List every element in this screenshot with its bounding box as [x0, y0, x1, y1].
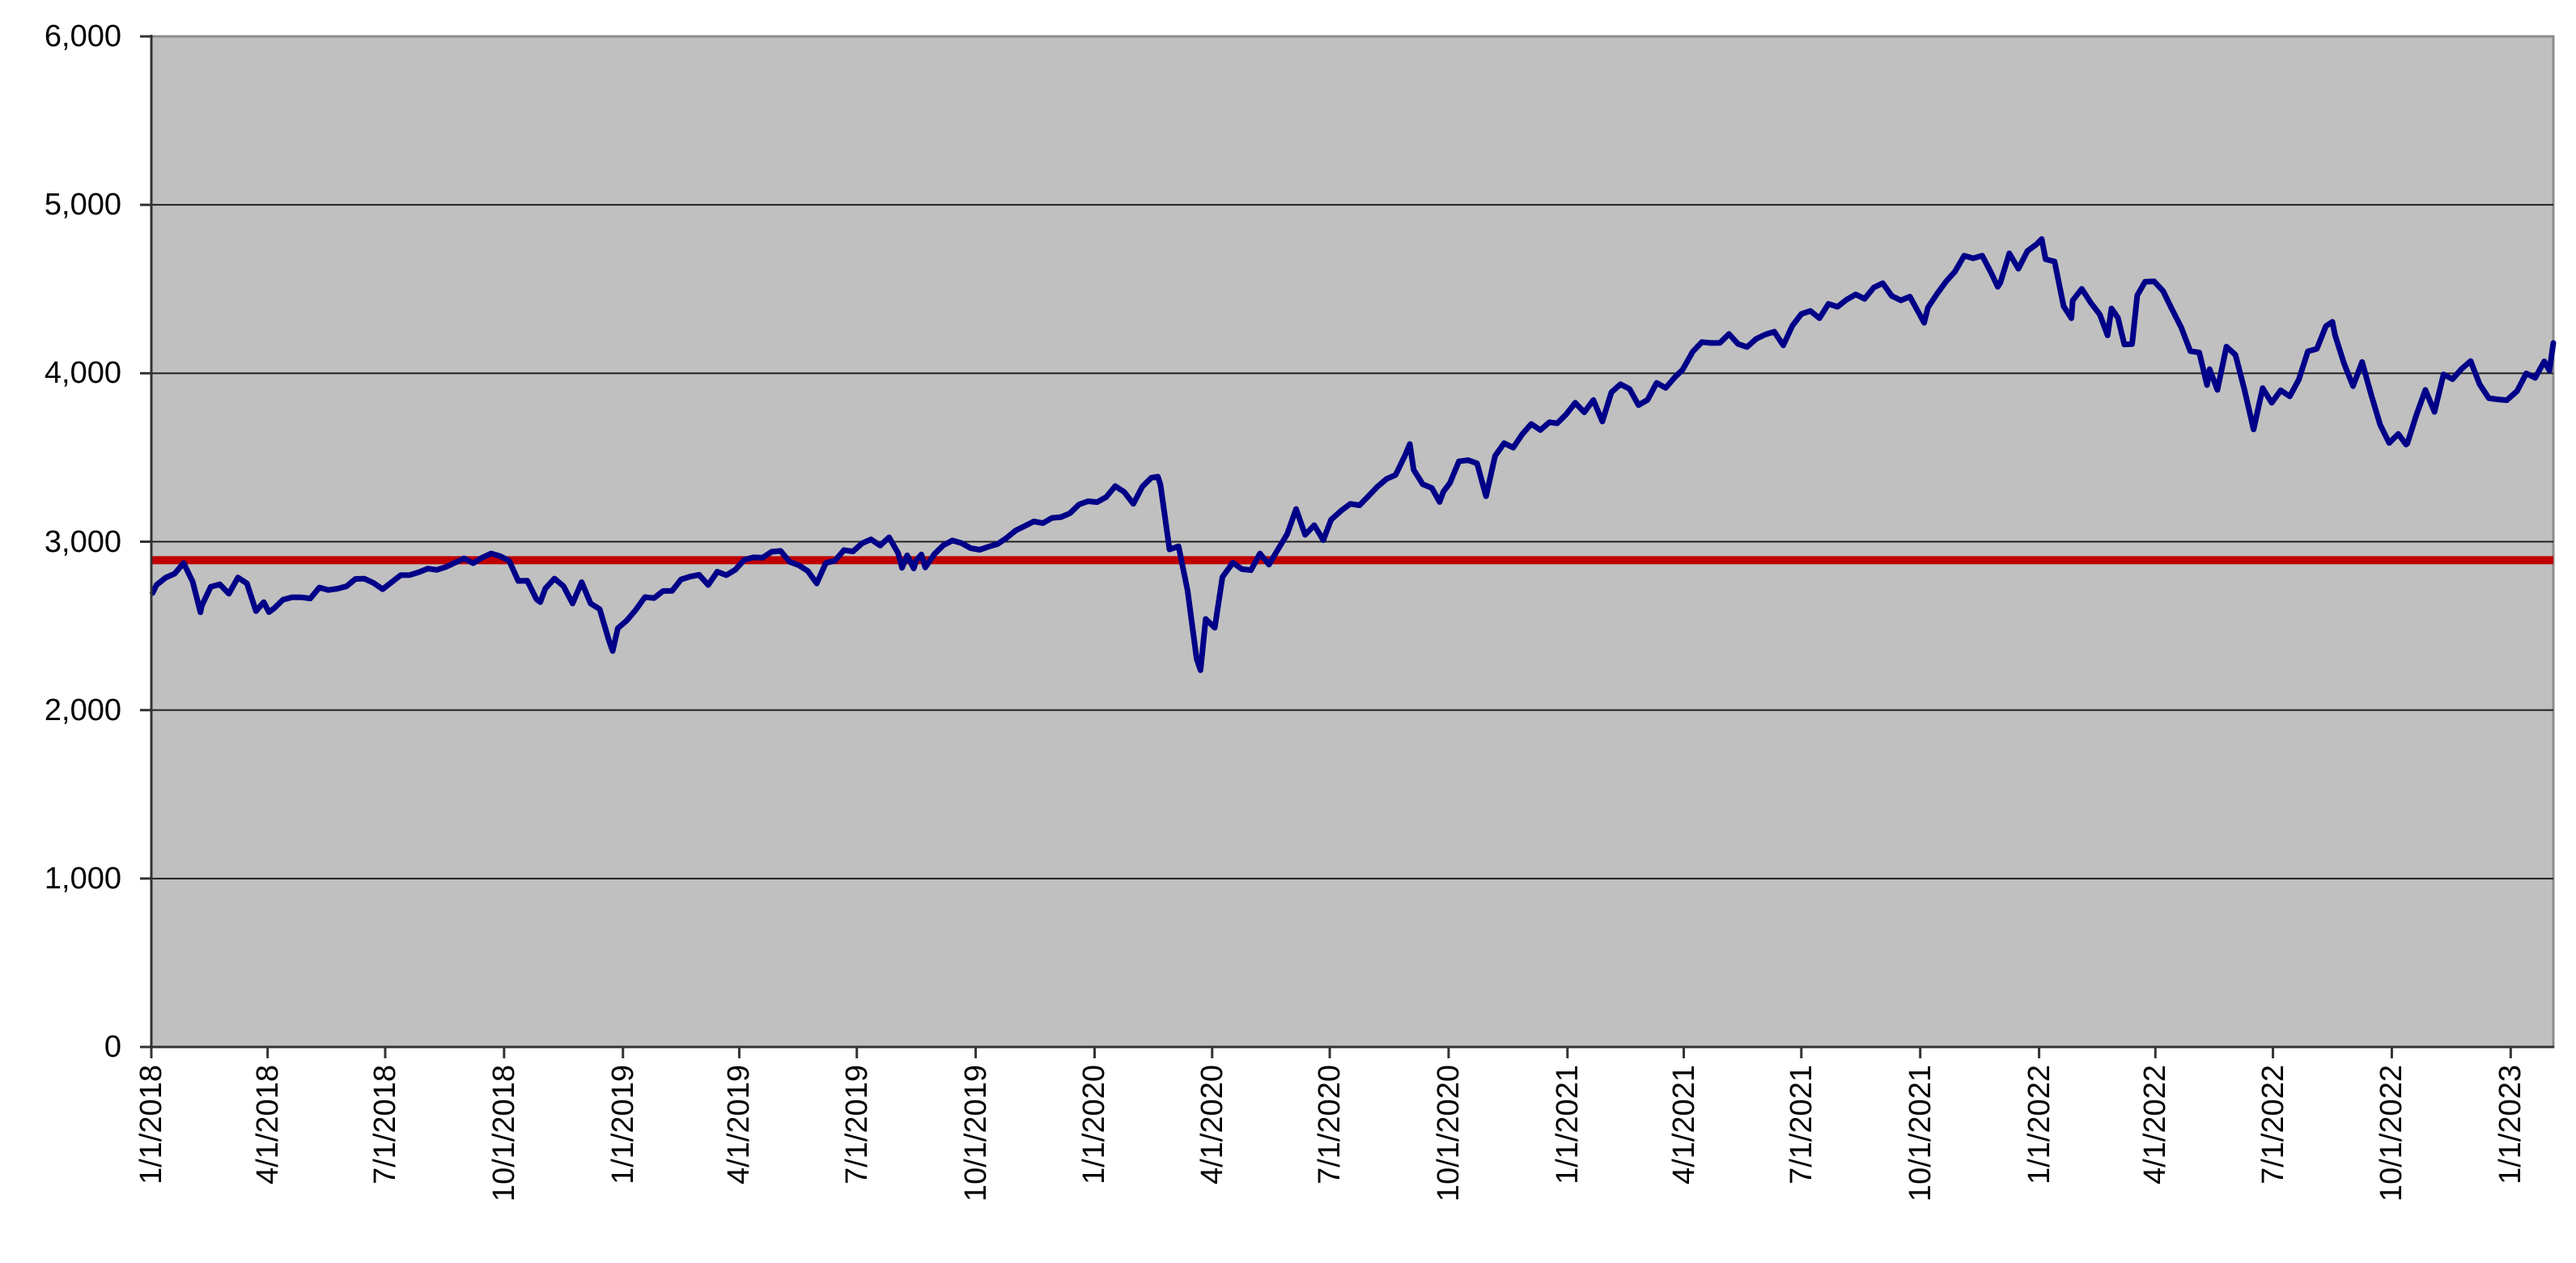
x-axis-label: 10/1/2020	[1431, 1065, 1466, 1202]
x-axis-label: 1/1/2020	[1077, 1065, 1112, 1185]
gridlines	[151, 204, 2553, 879]
y-axis-label: 2,000	[44, 693, 121, 727]
x-axis-label: 7/1/2021	[1784, 1065, 1818, 1185]
y-axis-label: 0	[104, 1030, 121, 1064]
x-axis-label: 1/1/2021	[1550, 1065, 1585, 1185]
x-axis-label: 1/1/2019	[605, 1065, 640, 1185]
x-axis-label: 1/1/2018	[134, 1065, 168, 1185]
x-axis-label: 4/1/2020	[1195, 1065, 1229, 1185]
y-axis-label: 6,000	[44, 19, 121, 53]
x-axis-label: 4/1/2018	[250, 1065, 285, 1185]
x-axis-label: 4/1/2022	[2138, 1065, 2173, 1185]
x-axis-label: 7/1/2022	[2256, 1065, 2290, 1185]
y-axis-label: 5,000	[44, 188, 121, 223]
x-axis-label: 4/1/2019	[722, 1065, 757, 1185]
price-line-series	[150, 235, 2557, 673]
x-axis-label: 7/1/2019	[839, 1065, 874, 1185]
x-axis-label: 1/1/2022	[2022, 1065, 2056, 1185]
x-axis-label: 10/1/2022	[2374, 1065, 2409, 1202]
y-axis-label: 1,000	[44, 861, 121, 896]
x-axis-label: 10/1/2019	[958, 1065, 993, 1202]
x-axis-label: 7/1/2020	[1313, 1065, 1347, 1185]
x-axis-label: 10/1/2018	[486, 1065, 521, 1202]
x-axis-label: 7/1/2018	[367, 1065, 402, 1185]
y-axis-label: 3,000	[44, 524, 121, 559]
y-axis-label: 4,000	[44, 356, 121, 391]
x-axis-label: 4/1/2021	[1666, 1065, 1701, 1185]
x-axis-label: 1/1/2023	[2493, 1065, 2528, 1185]
axis-ticks	[140, 35, 2512, 1058]
x-axis-label: 10/1/2021	[1903, 1065, 1937, 1202]
